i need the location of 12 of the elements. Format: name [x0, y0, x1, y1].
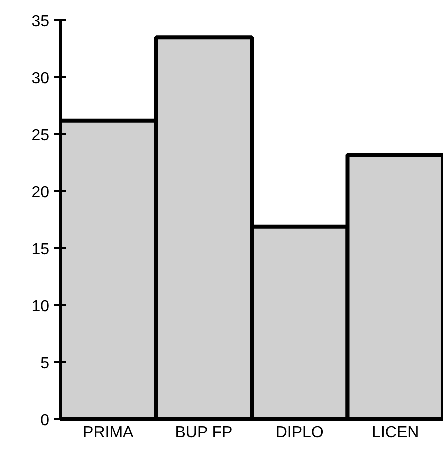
y-tick-label: 20	[32, 184, 50, 202]
y-tick-label: 0	[40, 412, 50, 430]
x-tick-label: PRIMA	[83, 424, 134, 442]
x-tick-label: LICEN	[372, 424, 420, 442]
x-tick-label: BUP FP	[175, 424, 233, 442]
x-tick-label: DIPLO	[276, 424, 324, 442]
y-tick-label: 10	[32, 298, 50, 316]
y-tick-label: 15	[32, 242, 50, 258]
y-tick-label: 35	[32, 14, 50, 30]
y-tick-label: 5	[40, 356, 50, 372]
y-tick-label: 25	[32, 128, 50, 144]
y-tick-label: 30	[32, 70, 50, 88]
